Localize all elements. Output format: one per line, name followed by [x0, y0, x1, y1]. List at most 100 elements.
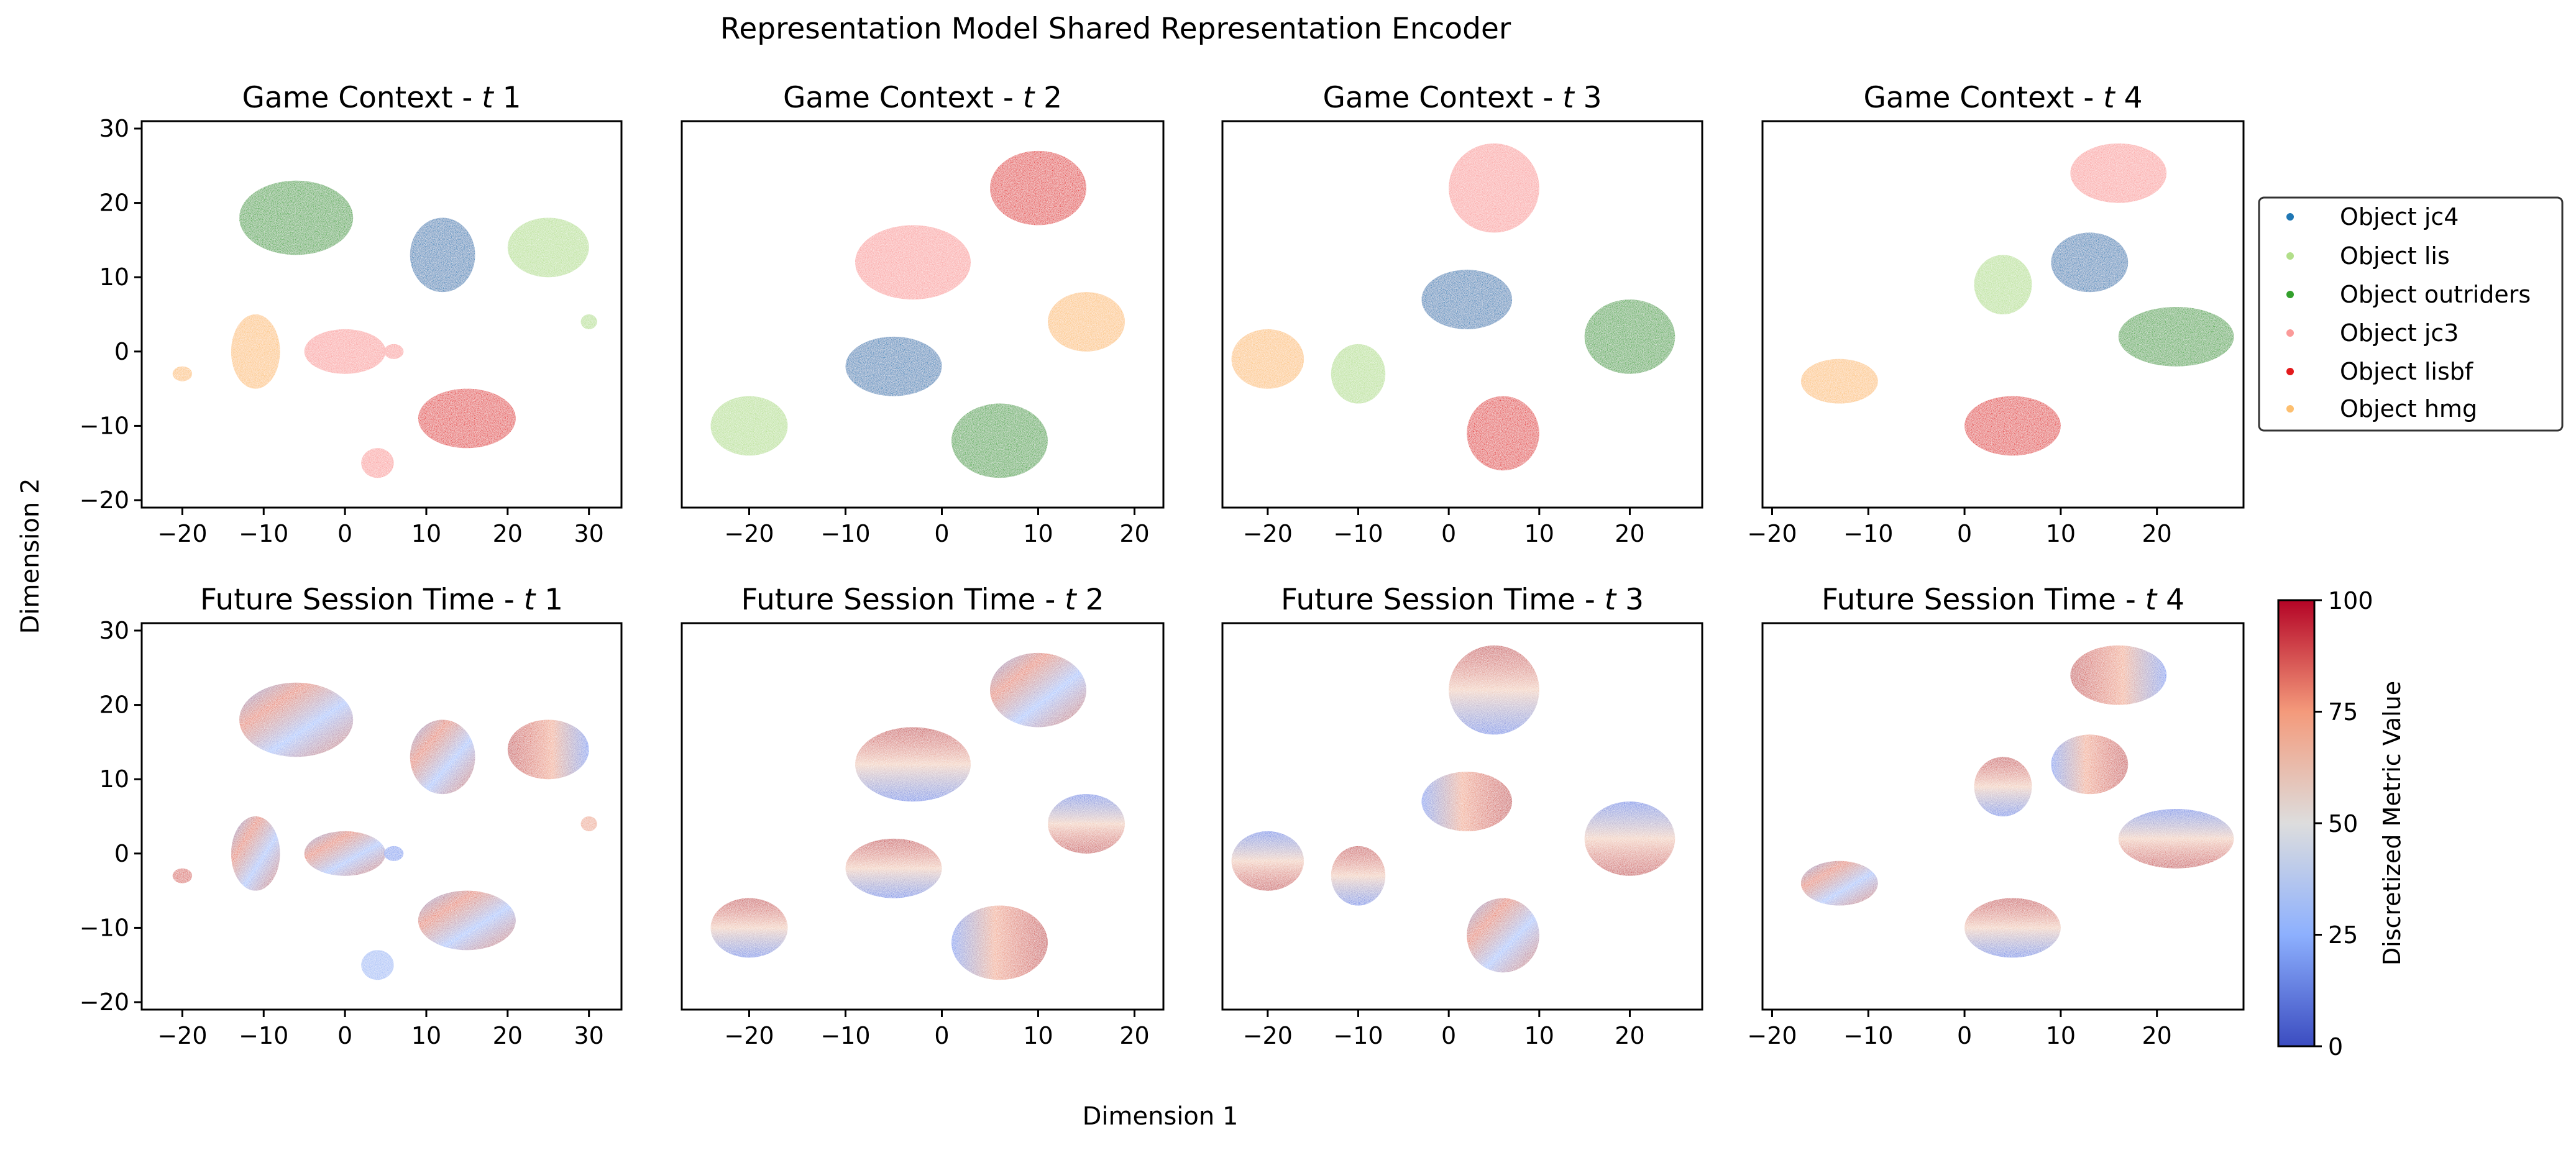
x-tick-label: 0 [1957, 1022, 1972, 1049]
x-tick-label: −20 [724, 520, 774, 547]
x-tick-label: −20 [157, 520, 207, 547]
subplot-points [172, 180, 597, 478]
x-tick-label: 20 [1615, 1022, 1644, 1049]
point-cluster-value-1 [2070, 645, 2167, 705]
legend-label-outriders: Object outriders [2340, 281, 2531, 308]
x-tick-label: 20 [2142, 1022, 2172, 1049]
legend-label-hmg: Object hmg [2340, 395, 2477, 422]
colorbar-ticklabel-50: 50 [2328, 810, 2358, 837]
point-cluster-value-2 [410, 719, 475, 795]
point-cluster-value-5 [1331, 846, 1386, 906]
x-tick-label: −10 [820, 1022, 870, 1049]
colorbar-ticklabel-0: 0 [2328, 1033, 2343, 1061]
point-cluster-lisbf [1964, 396, 2061, 456]
point-cluster-value-5 [172, 868, 193, 883]
axes-frame [681, 622, 1165, 1011]
point-cluster-lisbf [418, 388, 516, 449]
x-tick-label: −10 [1333, 520, 1383, 547]
point-cluster-value-3 [1974, 757, 2032, 816]
subplot-points [710, 150, 1125, 478]
subplot-title: Game Context - t 2 [783, 81, 1062, 115]
x-tick-label: 20 [493, 1022, 523, 1049]
x-tick-label: −20 [724, 1022, 774, 1049]
subplot-title: Game Context - t 4 [1863, 81, 2142, 115]
legend-marker-hmg [2286, 405, 2294, 413]
x-tick-label: 20 [1119, 520, 1149, 547]
subplot-1: −20 −10 0 10 20 30 −20 −10 0 10 20 30 Game Context -… [80, 81, 623, 547]
legend-label-lisbf: Object lisbf [2340, 358, 2474, 385]
x-tick-label: 10 [2046, 1022, 2076, 1049]
subplot-points [1231, 645, 1675, 973]
point-cluster-lis [580, 314, 597, 329]
point-cluster-value-2 [1421, 772, 1513, 831]
x-tick-label: 0 [1441, 1022, 1456, 1049]
x-tick-label: −10 [239, 1022, 288, 1049]
colorbar-label: Discretized Metric Value [2378, 681, 2406, 965]
point-cluster-lis [710, 396, 788, 456]
subplot-3: −20 −10 0 10 20 Game Context - t 3 [1221, 81, 1703, 547]
x-tick-label: 30 [574, 520, 603, 547]
subplot-points [1231, 143, 1675, 471]
y-tick-label: 10 [99, 765, 129, 793]
point-cluster-value-3 [507, 719, 589, 780]
legend: Object jc4 Object lis Object outriders O… [2258, 196, 2564, 432]
x-tick-label: −10 [1843, 520, 1893, 547]
point-cluster-value-6 [1964, 898, 2061, 958]
point-cluster-value-1 [239, 682, 354, 757]
axes-frame [140, 120, 623, 509]
subplot-8: −20 −10 0 10 20 Future Session Time - t 4 [1747, 583, 2245, 1049]
subplot-2: −20 −10 0 10 20 Game Context - t 2 [681, 81, 1165, 547]
x-tick-label: 10 [1023, 520, 1053, 547]
point-cluster-value-5 [710, 898, 788, 958]
point-cluster-value-5 [1800, 860, 1878, 906]
point-cluster-outriders [239, 180, 354, 255]
y-tick-label: 20 [99, 691, 129, 719]
point-cluster-lisbf [990, 150, 1086, 226]
axes-frame [1761, 622, 2245, 1011]
point-cluster-value-2 [855, 727, 971, 802]
point-cluster-jc3 [855, 225, 971, 300]
point-cluster-jc3 [383, 344, 404, 359]
subplot-title: Game Context - t 3 [1322, 81, 1602, 115]
point-cluster-value-6 [304, 831, 386, 876]
axes-frame [681, 120, 1165, 509]
x-tick-label: 0 [337, 520, 352, 547]
y-tick-label: −20 [80, 988, 129, 1016]
point-cluster-value-3 [1048, 794, 1125, 854]
axes-frame [1221, 622, 1703, 1011]
point-cluster-outriders [1584, 299, 1675, 374]
x-tick-label: 0 [1957, 520, 1972, 547]
legend-label-jc3: Object jc3 [2340, 319, 2459, 347]
legend-label-lis: Object lis [2340, 242, 2450, 270]
point-cluster-hmg [1800, 358, 1878, 404]
point-cluster-value-2 [2051, 734, 2129, 795]
point-cluster-hmg [172, 366, 193, 381]
y-tick-label: 30 [99, 115, 129, 142]
subplot-points [1800, 143, 2234, 456]
point-cluster-jc4 [1421, 270, 1513, 329]
point-cluster-outriders [951, 403, 1048, 478]
point-cluster-value-4 [1231, 831, 1304, 891]
y-tick-label: 30 [99, 617, 129, 644]
x-tick-label: −10 [1333, 1022, 1383, 1049]
x-tick-label: 0 [337, 1022, 352, 1049]
point-cluster-value-8 [383, 846, 404, 861]
figure-ylabel: Dimension 2 [16, 478, 45, 634]
colorbar-ticklabel-100: 100 [2328, 587, 2373, 614]
point-cluster-hmg [1048, 292, 1125, 352]
x-tick-label: 30 [574, 1022, 603, 1049]
panels: −20 −10 0 10 20 30 −20 −10 0 10 20 30 Game Context -… [80, 81, 2245, 1049]
point-cluster-jc3 [1449, 143, 1539, 233]
legend-marker-lis [2286, 252, 2294, 260]
x-tick-label: −20 [1747, 520, 1797, 547]
y-tick-label: 0 [114, 338, 129, 365]
subplot-title: Game Context - t 1 [242, 81, 521, 115]
x-tick-label: −10 [820, 520, 870, 547]
point-cluster-value-7 [361, 950, 394, 980]
subplot-points [1800, 645, 2234, 958]
subplot-4: −20 −10 0 10 20 Game Context - t 4 [1747, 81, 2245, 547]
subplot-points [172, 682, 597, 980]
legend-marker-lisbf [2286, 368, 2294, 375]
y-tick-label: −20 [80, 486, 129, 514]
